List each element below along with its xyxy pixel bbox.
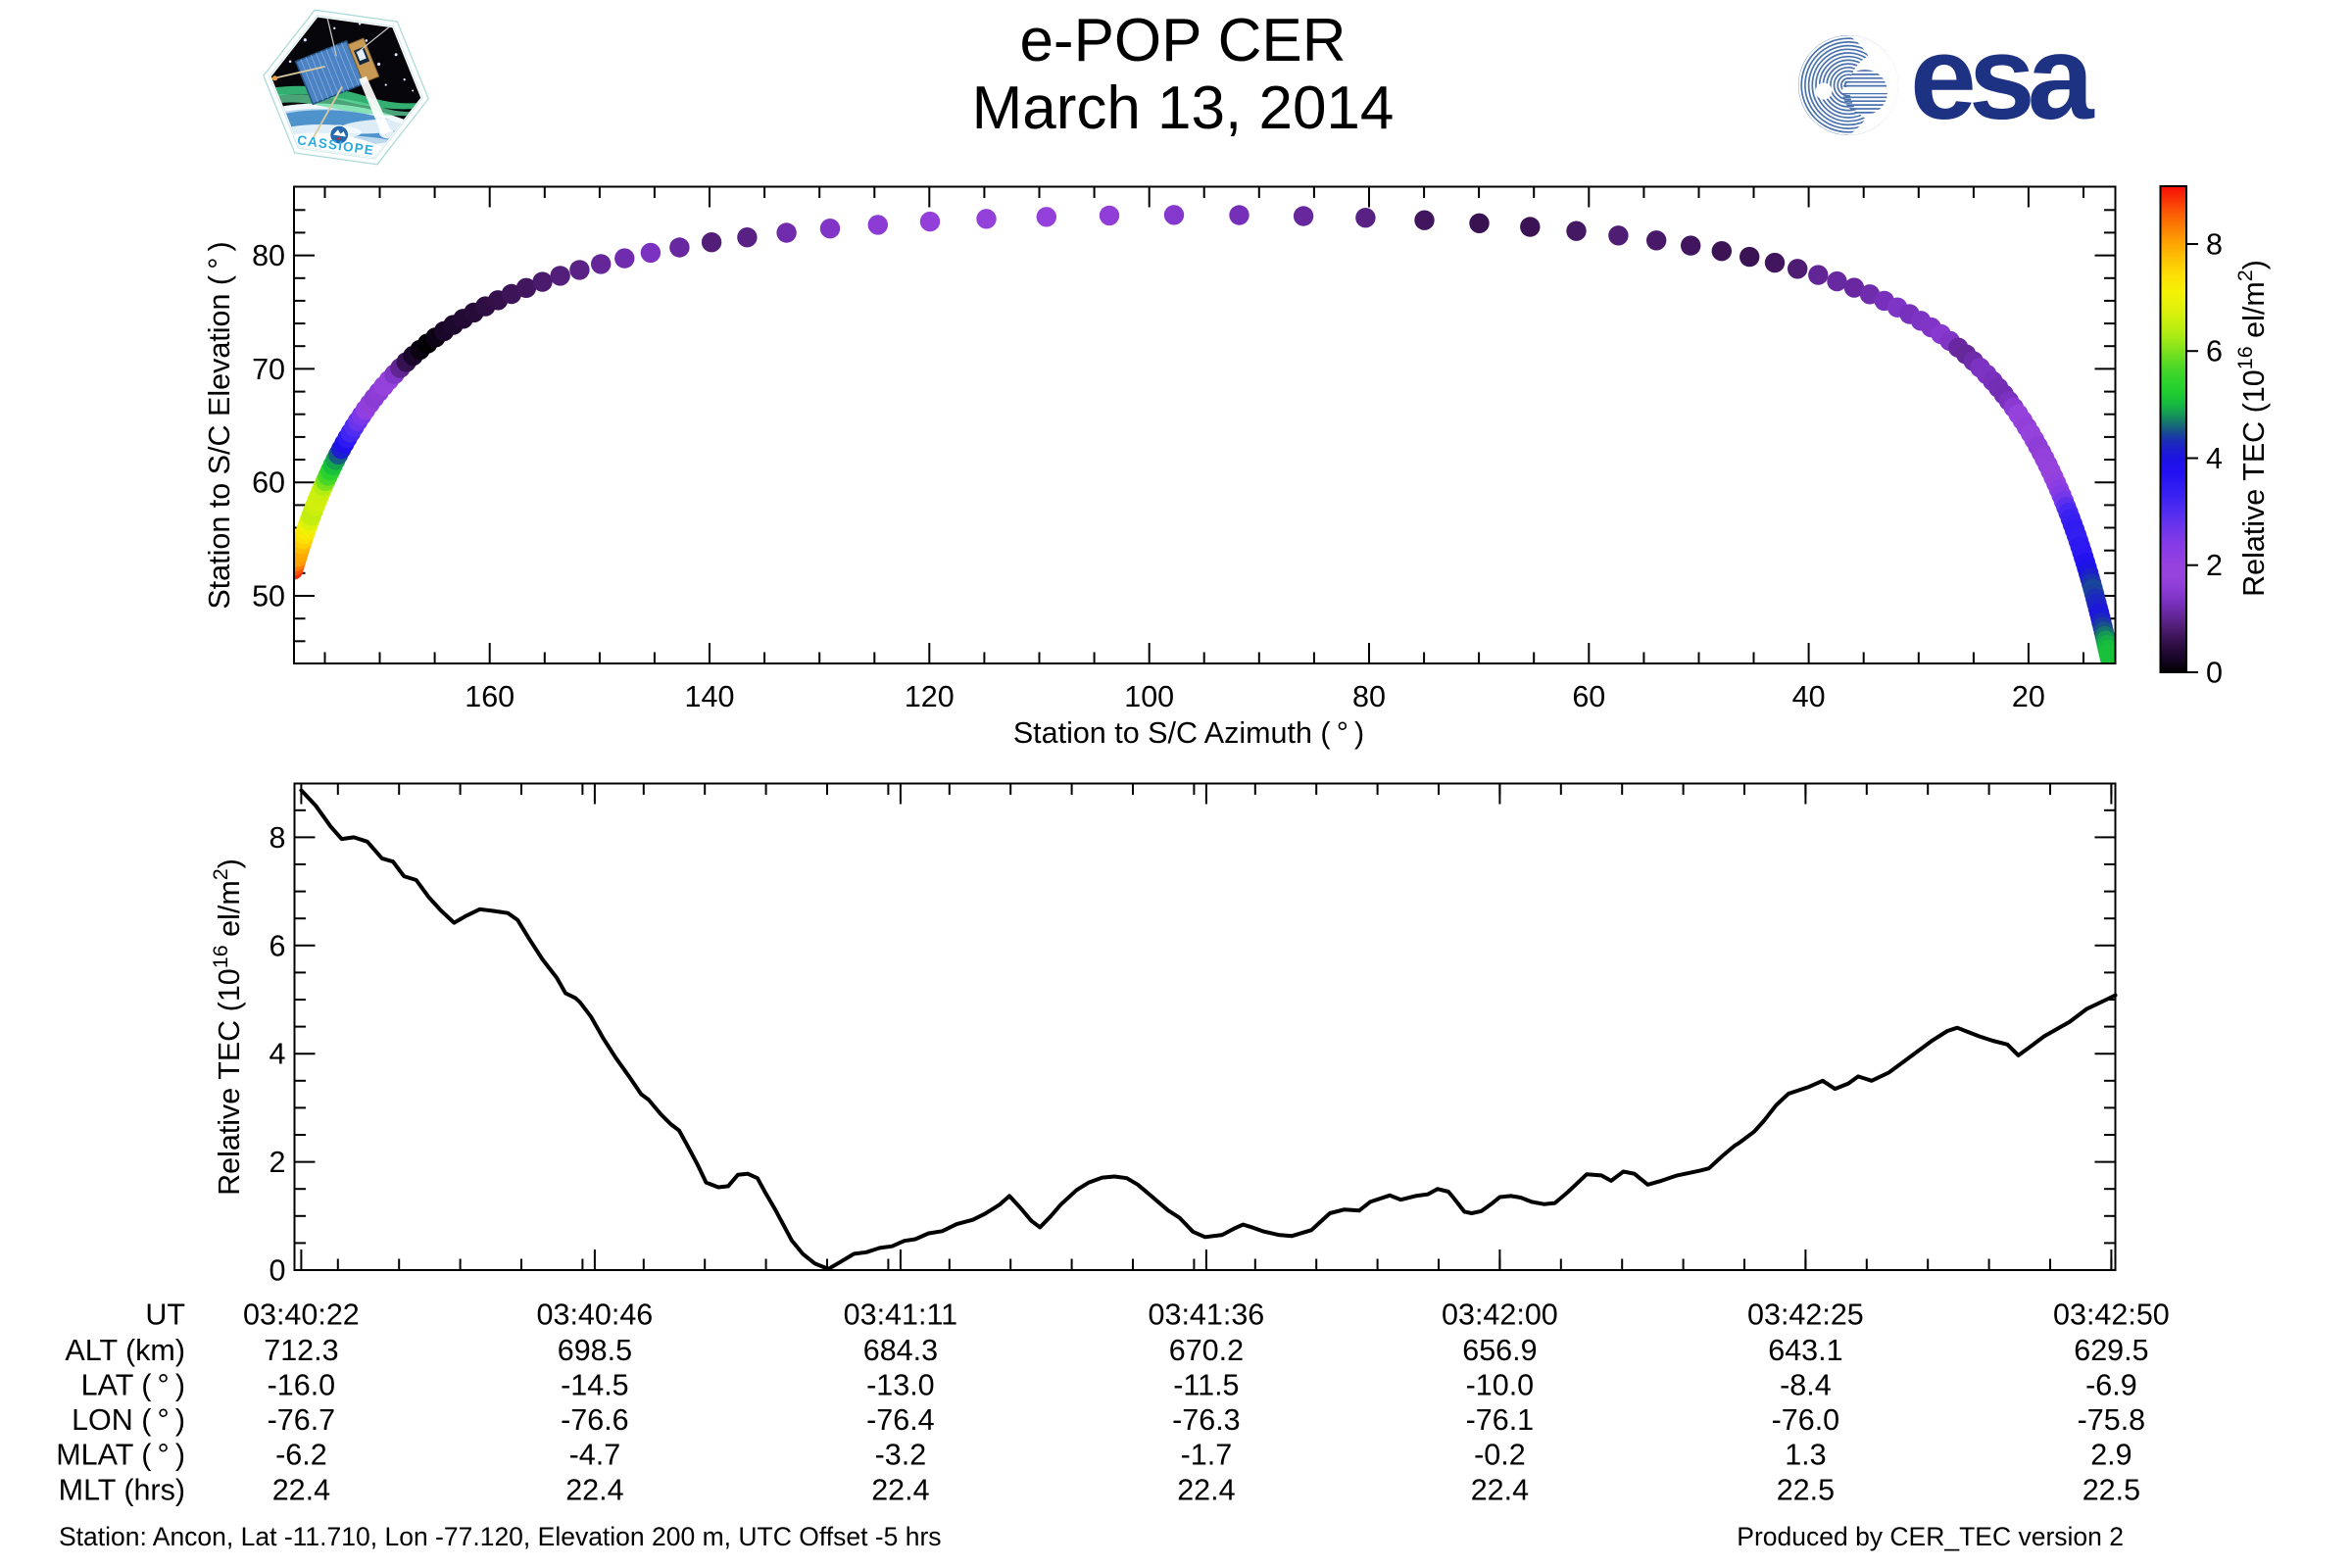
svg-text:-3.2: -3.2 bbox=[875, 1439, 927, 1472]
svg-text:-8.4: -8.4 bbox=[1780, 1368, 1832, 1401]
svg-text:80: 80 bbox=[252, 239, 285, 272]
svg-text:03:42:25: 03:42:25 bbox=[1747, 1298, 1864, 1332]
svg-text:-4.7: -4.7 bbox=[569, 1439, 621, 1472]
svg-text:-76.4: -76.4 bbox=[866, 1403, 935, 1437]
svg-text:-11.5: -11.5 bbox=[1173, 1368, 1239, 1401]
svg-text:2: 2 bbox=[2206, 549, 2223, 582]
svg-text:100: 100 bbox=[1124, 680, 1174, 713]
svg-text:esa: esa bbox=[1910, 11, 2095, 144]
svg-text:160: 160 bbox=[465, 680, 514, 713]
svg-text:e-POP CER: e-POP CER bbox=[1019, 7, 1346, 74]
svg-text:-10.0: -10.0 bbox=[1466, 1368, 1535, 1401]
svg-text:22.4: 22.4 bbox=[272, 1474, 330, 1507]
svg-text:-76.0: -76.0 bbox=[1772, 1403, 1840, 1437]
svg-text:50: 50 bbox=[252, 580, 285, 613]
svg-text:03:41:11: 03:41:11 bbox=[844, 1298, 957, 1332]
svg-text:698.5: 698.5 bbox=[558, 1334, 632, 1367]
svg-text:MLT (hrs): MLT (hrs) bbox=[59, 1474, 185, 1507]
svg-text:-76.3: -76.3 bbox=[1172, 1403, 1241, 1437]
svg-text:-76.7: -76.7 bbox=[268, 1403, 336, 1437]
svg-text:-1.7: -1.7 bbox=[1181, 1439, 1233, 1472]
svg-text:643.1: 643.1 bbox=[1768, 1334, 1842, 1367]
svg-text:120: 120 bbox=[905, 680, 955, 713]
svg-text:70: 70 bbox=[252, 353, 285, 386]
svg-text:22.5: 22.5 bbox=[2082, 1474, 2140, 1507]
svg-text:4: 4 bbox=[270, 1038, 286, 1071]
svg-text:03:42:50: 03:42:50 bbox=[2053, 1298, 2170, 1332]
svg-text:6: 6 bbox=[2206, 335, 2223, 368]
svg-text:-6.9: -6.9 bbox=[2085, 1368, 2137, 1401]
svg-text:Station: Ancon, Lat -11.710, L: Station: Ancon, Lat -11.710, Lon -77.120… bbox=[59, 1522, 942, 1551]
svg-text:2.9: 2.9 bbox=[2090, 1439, 2132, 1472]
svg-text:140: 140 bbox=[685, 680, 735, 713]
svg-text:MLAT ( ° ): MLAT ( ° ) bbox=[56, 1439, 185, 1472]
svg-text:0: 0 bbox=[2206, 657, 2223, 690]
svg-text:4: 4 bbox=[2206, 442, 2223, 475]
svg-text:03:41:36: 03:41:36 bbox=[1149, 1298, 1265, 1332]
svg-text:60: 60 bbox=[252, 466, 285, 500]
svg-text:22.4: 22.4 bbox=[1471, 1474, 1529, 1507]
svg-text:03:42:00: 03:42:00 bbox=[1442, 1298, 1558, 1332]
svg-text:ALT (km): ALT (km) bbox=[65, 1334, 185, 1367]
svg-text:UT: UT bbox=[145, 1298, 185, 1332]
svg-text:Station to S/C Azimuth ( ° ): Station to S/C Azimuth ( ° ) bbox=[1013, 716, 1364, 750]
svg-text:-14.5: -14.5 bbox=[561, 1368, 629, 1401]
svg-text:-6.2: -6.2 bbox=[275, 1439, 327, 1472]
svg-text:LON ( ° ): LON ( ° ) bbox=[72, 1403, 185, 1437]
svg-text:2: 2 bbox=[270, 1146, 286, 1179]
svg-text:1.3: 1.3 bbox=[1785, 1439, 1826, 1472]
svg-text:22.4: 22.4 bbox=[1177, 1474, 1235, 1507]
svg-text:8: 8 bbox=[2206, 228, 2223, 262]
svg-text:712.3: 712.3 bbox=[264, 1334, 338, 1367]
svg-text:0: 0 bbox=[270, 1254, 286, 1288]
svg-text:LAT ( ° ): LAT ( ° ) bbox=[81, 1368, 185, 1401]
svg-text:22.5: 22.5 bbox=[1777, 1474, 1835, 1507]
svg-text:22.4: 22.4 bbox=[565, 1474, 623, 1507]
svg-text:60: 60 bbox=[1572, 680, 1605, 713]
svg-text:656.9: 656.9 bbox=[1462, 1334, 1537, 1367]
svg-text:-75.8: -75.8 bbox=[2078, 1403, 2146, 1437]
svg-text:80: 80 bbox=[1352, 680, 1386, 713]
svg-text:629.5: 629.5 bbox=[2074, 1334, 2148, 1367]
svg-text:22.4: 22.4 bbox=[871, 1474, 929, 1507]
svg-text:Relative TEC (1016 el/m2): Relative TEC (1016 el/m2) bbox=[2233, 260, 2271, 597]
svg-text:-16.0: -16.0 bbox=[268, 1368, 336, 1401]
svg-text:Relative TEC (1016 el/m2): Relative TEC (1016 el/m2) bbox=[209, 858, 246, 1196]
svg-text:8: 8 bbox=[270, 821, 286, 855]
svg-text:20: 20 bbox=[2012, 680, 2045, 713]
svg-text:-76.6: -76.6 bbox=[561, 1403, 629, 1437]
svg-text:684.3: 684.3 bbox=[863, 1334, 938, 1367]
svg-text:6: 6 bbox=[270, 929, 286, 962]
svg-text:03:40:46: 03:40:46 bbox=[537, 1298, 654, 1332]
svg-text:Station to S/C Elevation ( ° ): Station to S/C Elevation ( ° ) bbox=[203, 241, 236, 609]
svg-text:-76.1: -76.1 bbox=[1466, 1403, 1535, 1437]
svg-text:40: 40 bbox=[1792, 680, 1826, 713]
svg-text:670.2: 670.2 bbox=[1169, 1334, 1244, 1367]
svg-text:Produced by CER_TEC version 2: Produced by CER_TEC version 2 bbox=[1737, 1522, 2124, 1551]
svg-text:03:40:22: 03:40:22 bbox=[243, 1298, 360, 1332]
svg-text:-13.0: -13.0 bbox=[866, 1368, 935, 1401]
svg-text:March 13, 2014: March 13, 2014 bbox=[972, 74, 1395, 142]
svg-text:-0.2: -0.2 bbox=[1474, 1439, 1526, 1472]
